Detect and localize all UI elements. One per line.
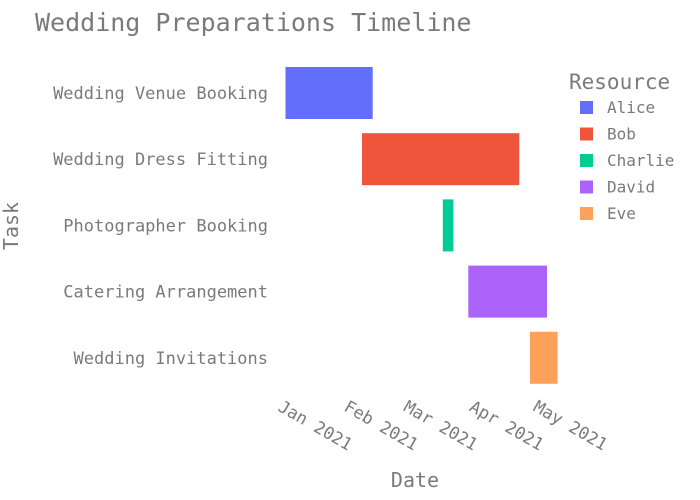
legend-swatch xyxy=(580,154,593,167)
x-axis-title: Date xyxy=(391,468,439,492)
task-bar xyxy=(442,199,454,252)
y-axis-title: Task xyxy=(0,202,23,250)
y-tick-label: Wedding Invitations xyxy=(74,349,268,369)
legend-title: Resource xyxy=(569,70,670,94)
chart-title: Wedding Preparations Timeline xyxy=(35,8,472,37)
legend-label: David xyxy=(607,178,655,197)
y-tick-labels: Wedding Venue Booking Wedding Dress Fitti… xyxy=(53,84,268,369)
legend-label: Charlie xyxy=(607,151,674,170)
legend: Resource Alice Bob Charlie David Eve xyxy=(569,70,674,223)
task-bars xyxy=(285,67,558,384)
task-bar xyxy=(530,331,558,384)
legend-swatch xyxy=(580,127,593,141)
task-bar xyxy=(468,265,547,318)
task-bar xyxy=(285,67,373,119)
legend-label: Alice xyxy=(607,98,655,117)
legend-label: Eve xyxy=(607,204,636,223)
x-tick-label: Jan 2021 xyxy=(275,397,356,455)
y-tick-label: Catering Arrangement xyxy=(63,283,268,303)
y-tick-label: Wedding Venue Booking xyxy=(53,84,268,104)
y-tick-label: Wedding Dress Fitting xyxy=(53,150,268,170)
legend-swatch xyxy=(580,101,593,114)
legend-label: Bob xyxy=(607,125,636,144)
y-tick-label: Photographer Booking xyxy=(63,216,268,236)
task-bar xyxy=(362,133,520,186)
legend-swatch xyxy=(580,180,593,194)
legend-swatch xyxy=(580,207,593,220)
